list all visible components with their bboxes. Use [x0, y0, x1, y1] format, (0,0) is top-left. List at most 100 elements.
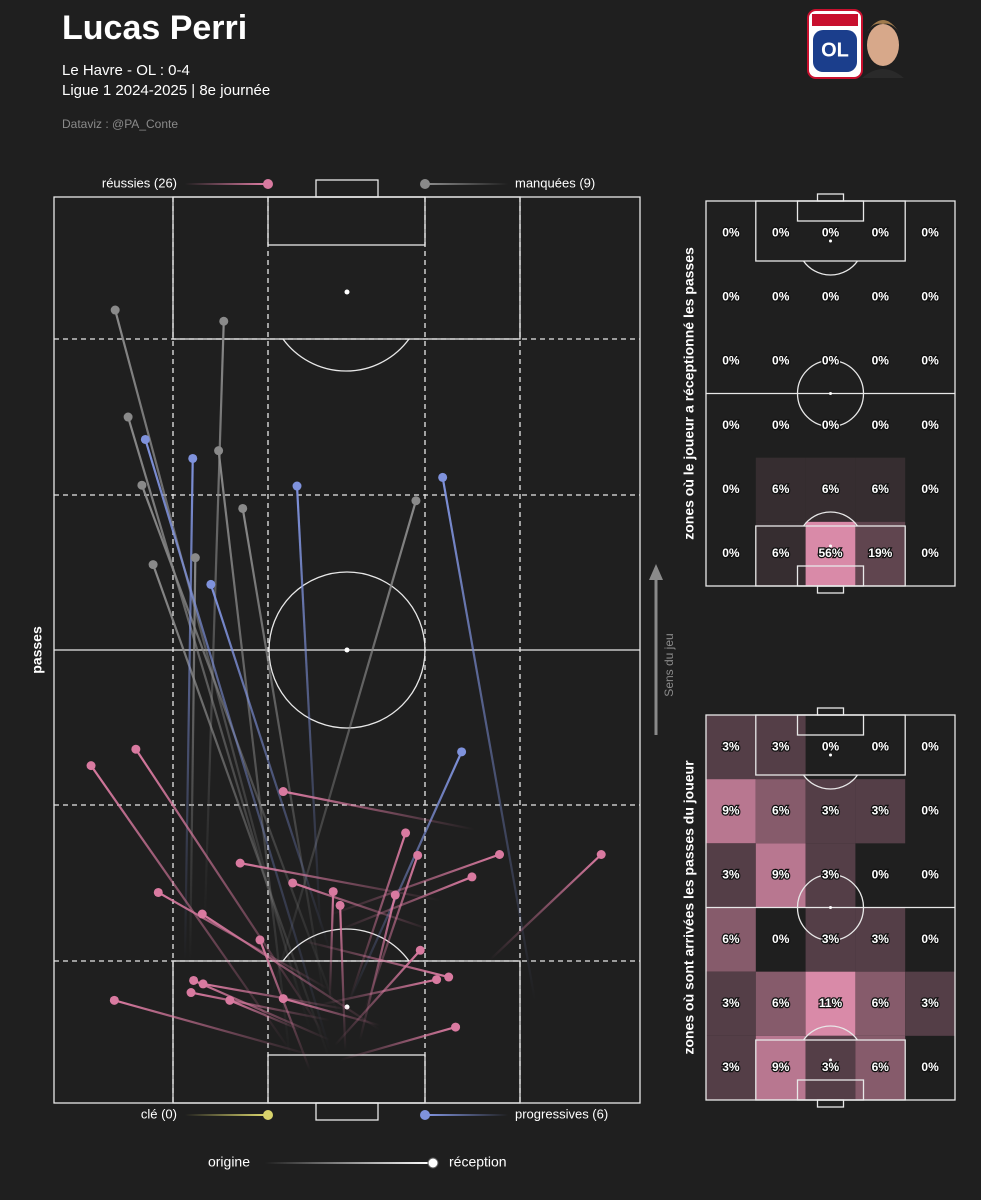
- cell-label: 19%: [868, 546, 892, 560]
- pass-line: [292, 881, 431, 931]
- pass-reception: [413, 850, 423, 860]
- pass-line: [283, 790, 475, 831]
- cell-label: 3%: [822, 868, 840, 882]
- cell-label: 0%: [921, 739, 939, 753]
- pass-line: [201, 913, 381, 1031]
- pass-line: [269, 500, 417, 1001]
- pass-reception: [438, 472, 448, 482]
- heat-cell: [706, 907, 756, 972]
- heat-cell: [855, 971, 906, 1036]
- legend-dot: [420, 1110, 430, 1120]
- pass-line: [334, 949, 422, 1046]
- pass-line: [320, 978, 437, 1006]
- cell-label: 3%: [722, 996, 740, 1010]
- cell-label: 3%: [722, 739, 740, 753]
- cell-label: 0%: [921, 868, 939, 882]
- cell-label: 0%: [772, 932, 790, 946]
- cell-label: 0%: [872, 868, 890, 882]
- cell-label: 0%: [722, 289, 740, 303]
- pass-line: [241, 508, 326, 1001]
- legend-dot: [420, 179, 430, 189]
- legend-label: réussies (26): [102, 175, 177, 190]
- cell-label: 0%: [872, 739, 890, 753]
- cell-label: 0%: [722, 354, 740, 368]
- pass-line: [203, 321, 225, 921]
- pass-line: [144, 439, 331, 1051]
- cell-label: 3%: [872, 932, 890, 946]
- pass-reception: [219, 316, 229, 326]
- pass-reception: [328, 887, 338, 897]
- heatmap-ylabel: zones où sont arrivées les passes du jou…: [681, 760, 697, 1055]
- direction-arrow: [649, 564, 663, 735]
- heat-cell: [755, 843, 806, 908]
- pass-line: [329, 853, 500, 916]
- legend-label: manquées (9): [515, 175, 595, 190]
- heat-cell: [755, 779, 806, 844]
- cell-label: 9%: [772, 1060, 790, 1074]
- pass-reception: [131, 744, 141, 754]
- cell-label: 6%: [772, 546, 790, 560]
- heat-cell: [905, 971, 955, 1036]
- heat-cell: [805, 971, 856, 1036]
- legend-dot: [263, 179, 273, 189]
- pass-reception: [188, 453, 198, 463]
- heat-cell: [706, 843, 756, 908]
- cell-label: 3%: [822, 803, 840, 817]
- cell-label: 0%: [921, 289, 939, 303]
- cell-label: 0%: [872, 418, 890, 432]
- scale-dot: [427, 1157, 439, 1169]
- pass-line: [258, 939, 311, 1071]
- heat-cell: [855, 907, 906, 972]
- mini-pitch: [705, 707, 956, 1108]
- scale-end: réception: [449, 1154, 507, 1170]
- pass-reception: [110, 305, 120, 315]
- pass-line: [489, 853, 602, 961]
- cell-label: 0%: [921, 354, 939, 368]
- pass-reception: [390, 890, 400, 900]
- cell-label: 6%: [872, 1060, 890, 1074]
- cell-label: 0%: [722, 418, 740, 432]
- cell-label: 9%: [772, 868, 790, 882]
- pass-line: [114, 999, 311, 1056]
- cell-label: 11%: [819, 996, 843, 1010]
- pass-reception: [140, 434, 150, 444]
- cell-label: 6%: [722, 932, 740, 946]
- scale-start: origine: [208, 1154, 250, 1170]
- cell-label: 3%: [772, 739, 790, 753]
- pass-line: [127, 416, 311, 1030]
- pass-reception: [206, 579, 216, 589]
- cell-label: 0%: [822, 418, 840, 432]
- pass-line: [358, 894, 397, 1041]
- cell-label: 0%: [921, 482, 939, 496]
- pass-reception: [444, 972, 454, 982]
- cell-label: 0%: [772, 225, 790, 239]
- cell-label: 0%: [921, 932, 939, 946]
- heatmap-ylabel: zones où le joueur a réceptionné les pas…: [681, 247, 697, 540]
- pass-line: [348, 751, 463, 1001]
- cell-label: 6%: [872, 482, 890, 496]
- cell-label: 0%: [921, 1060, 939, 1074]
- cell-label: 0%: [872, 289, 890, 303]
- pass-reception: [467, 872, 477, 882]
- pass-line: [299, 938, 449, 979]
- svg-text:OL: OL: [821, 39, 849, 61]
- pass-reception: [457, 747, 467, 757]
- pass-line: [217, 450, 292, 1060]
- pass-reception: [225, 995, 235, 1005]
- cell-label: 0%: [872, 225, 890, 239]
- club-logo: OL: [807, 9, 863, 79]
- pass-reception: [278, 787, 288, 797]
- pass-reception: [186, 988, 196, 998]
- pass-reception: [596, 849, 606, 859]
- pass-reception: [86, 761, 96, 771]
- cell-label: 0%: [822, 739, 840, 753]
- pass-reception: [451, 1022, 461, 1032]
- pass-reception: [411, 496, 421, 506]
- heat-cell: [755, 971, 806, 1036]
- cell-label: 3%: [822, 932, 840, 946]
- pass-line: [328, 891, 335, 1001]
- credit: Dataviz : @PA_Conte: [62, 117, 178, 131]
- competition: Ligue 1 2024-2025 | 8e journée: [62, 82, 270, 99]
